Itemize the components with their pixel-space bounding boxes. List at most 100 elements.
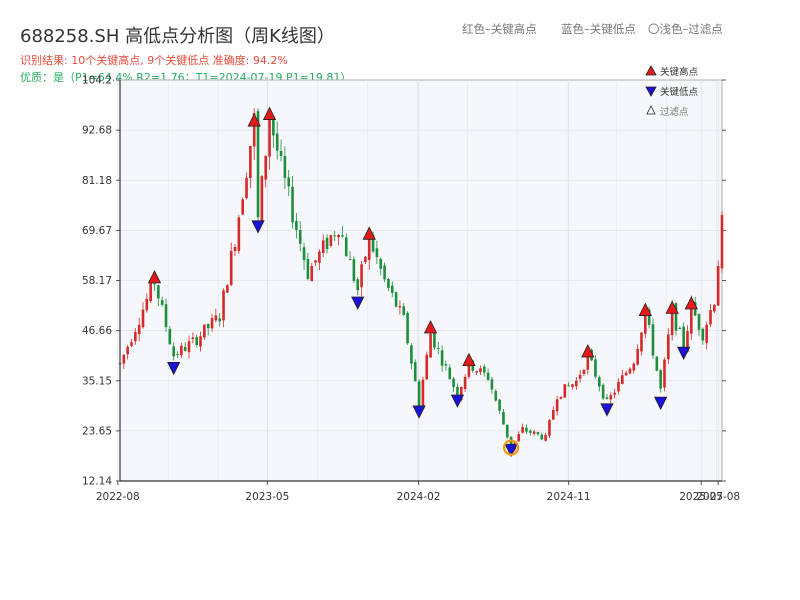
candle-body xyxy=(218,318,221,322)
candle-body xyxy=(252,113,256,147)
candle-body xyxy=(206,324,210,329)
candle-body xyxy=(379,258,383,269)
candle-body xyxy=(597,377,601,387)
candle-body xyxy=(187,341,191,353)
candle-body xyxy=(701,328,705,341)
y-tick-label: 104.2 xyxy=(82,75,112,87)
candle-body xyxy=(249,145,252,178)
candle-body xyxy=(490,379,494,390)
candle-body xyxy=(318,251,321,263)
candle-body xyxy=(168,329,172,345)
candle-body xyxy=(697,314,701,330)
candle-body xyxy=(609,395,613,400)
candle-body xyxy=(191,337,195,340)
candle-body xyxy=(199,336,202,347)
candle-body xyxy=(149,282,152,302)
candle-body xyxy=(479,368,482,373)
candle-body xyxy=(475,371,478,373)
candle-body xyxy=(371,234,375,252)
candle-body xyxy=(667,334,670,360)
candle-body xyxy=(214,315,218,321)
candle-body xyxy=(555,399,559,412)
candle-body xyxy=(157,285,160,299)
candle-body xyxy=(436,347,440,349)
candle-body xyxy=(130,342,133,346)
candle-body xyxy=(498,399,501,411)
candle-body xyxy=(551,409,555,420)
top-legend-red: 红色–关键高点 xyxy=(462,22,537,36)
candle-body xyxy=(283,156,287,178)
x-tick-label: 2023-05 xyxy=(245,491,289,503)
candle-body xyxy=(463,376,467,389)
candle-body xyxy=(617,381,620,392)
candle-body xyxy=(344,237,348,257)
candle-body xyxy=(632,363,636,371)
candle-body xyxy=(390,285,394,293)
candle-body xyxy=(548,420,551,436)
candle-body xyxy=(567,385,570,387)
key-high-marker xyxy=(684,296,698,310)
candle-body xyxy=(505,424,509,438)
candle-body xyxy=(713,304,716,312)
key-high-marker xyxy=(362,226,376,240)
y-tick-label: 58.17 xyxy=(82,275,112,287)
candle-body xyxy=(164,304,168,328)
candle-body xyxy=(663,359,666,388)
candle-body xyxy=(375,248,379,258)
candle-body xyxy=(387,278,390,288)
candle-body xyxy=(467,358,471,377)
candle-body xyxy=(647,309,651,325)
key-high-marker xyxy=(462,352,476,367)
y-tick-label: 46.66 xyxy=(82,325,112,337)
candle-body xyxy=(624,372,628,376)
x-tick-label: 2025-07 xyxy=(679,491,723,503)
candle-body xyxy=(360,264,363,288)
candle-body xyxy=(367,233,371,260)
candle-body xyxy=(417,381,421,407)
key-high-marker xyxy=(247,113,261,127)
candle-body xyxy=(134,332,137,342)
candle-body xyxy=(613,392,616,395)
candle-body xyxy=(594,359,597,377)
candle-body xyxy=(137,324,141,335)
candle-body xyxy=(268,119,271,157)
candle-body xyxy=(628,368,632,374)
key-low-marker xyxy=(504,443,518,458)
key-low-marker xyxy=(351,296,365,310)
y-tick-label: 35.15 xyxy=(82,375,112,387)
candle-body xyxy=(298,230,302,244)
x-tick-label: 2024-11 xyxy=(547,491,591,503)
candle-body xyxy=(337,234,340,238)
legend-low-label: 关键低点 xyxy=(660,86,699,98)
legend-high-label: 关键高点 xyxy=(660,66,699,78)
candle-body xyxy=(425,354,429,380)
legend-high-marker xyxy=(645,65,657,76)
candle-body xyxy=(245,177,248,199)
candle-body xyxy=(682,326,685,350)
candle-body xyxy=(325,237,329,250)
candle-body xyxy=(364,256,367,262)
key-high-marker xyxy=(581,344,595,358)
candle-body xyxy=(640,332,643,352)
candle-body xyxy=(582,369,586,374)
candle-body xyxy=(440,350,444,366)
candle-body xyxy=(229,250,233,285)
candle-body xyxy=(544,434,547,441)
candle-body xyxy=(521,427,524,433)
candle-body xyxy=(226,285,229,293)
key-low-marker xyxy=(677,346,691,361)
candle-body xyxy=(421,379,425,408)
candle-body xyxy=(172,346,175,357)
candle-body xyxy=(444,364,448,366)
candle-body xyxy=(306,258,310,279)
candle-body xyxy=(486,372,490,380)
candle-body xyxy=(291,186,294,223)
candle-body xyxy=(525,427,528,432)
key-low-marker xyxy=(251,220,265,234)
candle-body xyxy=(272,118,275,136)
candle-body xyxy=(528,430,532,433)
candle-body xyxy=(686,331,689,352)
candle-body xyxy=(517,434,521,442)
candle-body xyxy=(605,397,609,399)
key-low-marker xyxy=(167,361,181,376)
